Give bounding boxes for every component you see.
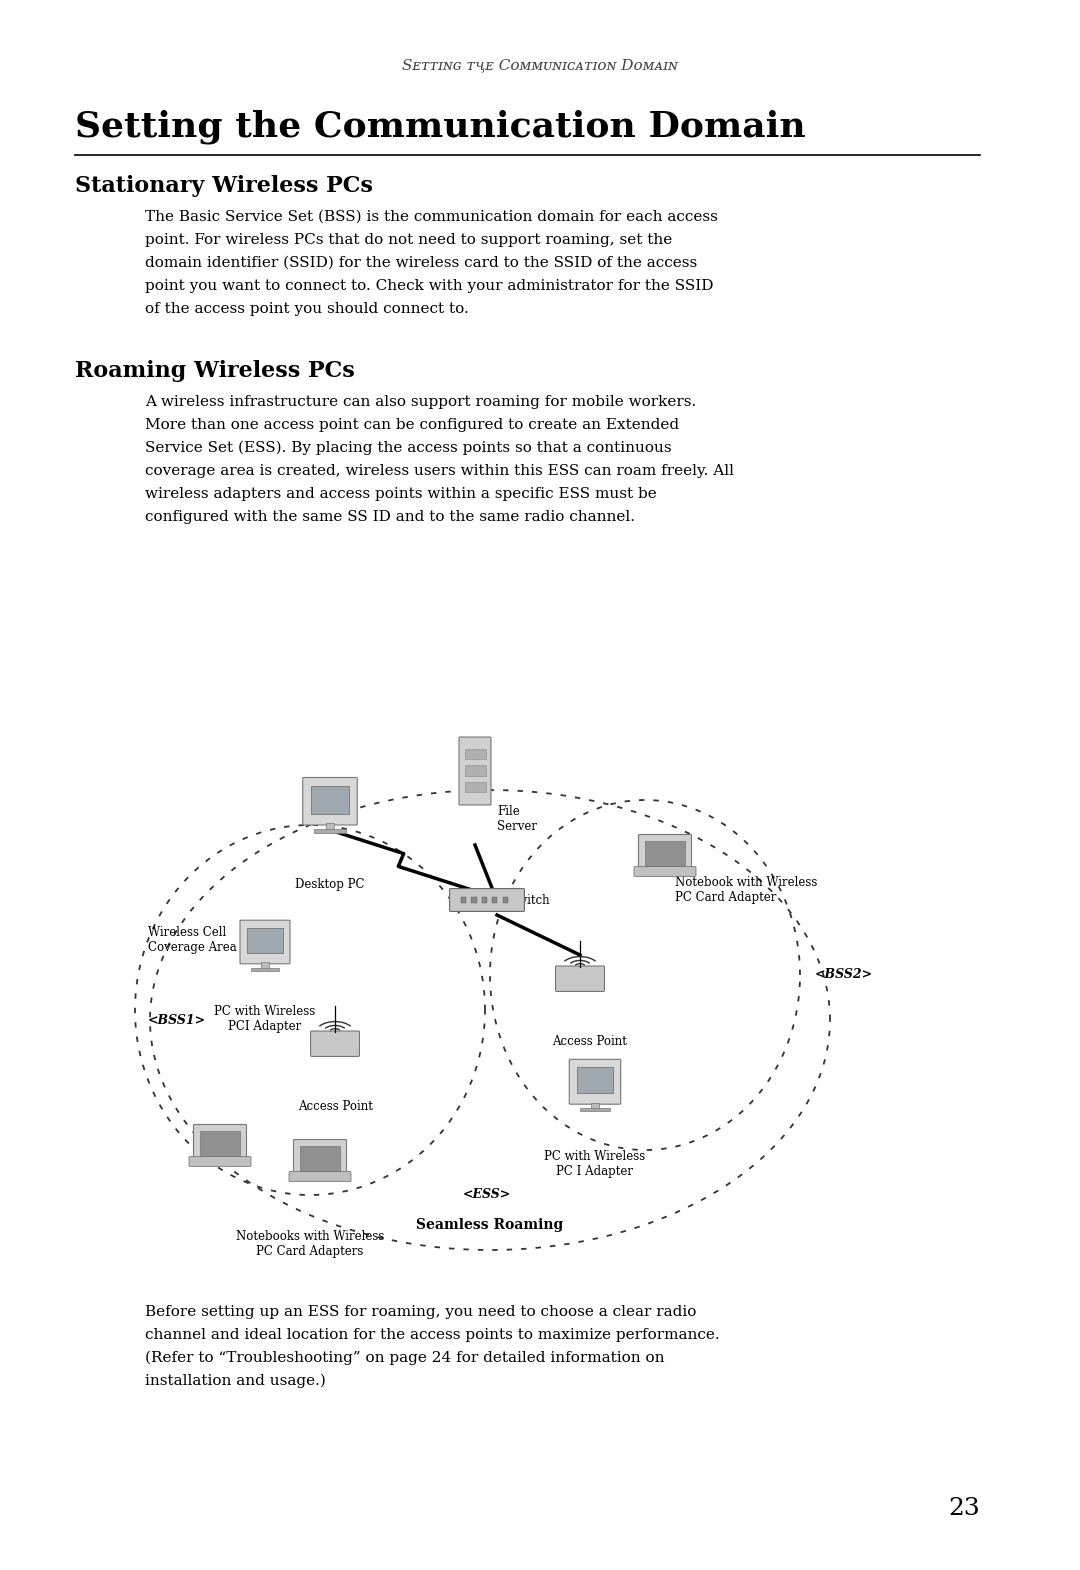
Bar — [251, 967, 280, 970]
FancyBboxPatch shape — [193, 1124, 246, 1160]
Bar — [326, 823, 334, 831]
Bar — [314, 829, 346, 832]
FancyBboxPatch shape — [311, 1031, 360, 1057]
Text: Seamless Roaming: Seamless Roaming — [417, 1218, 564, 1232]
FancyBboxPatch shape — [555, 966, 605, 991]
Text: More than one access point can be configured to create an Extended: More than one access point can be config… — [145, 418, 679, 432]
Bar — [261, 962, 269, 969]
Text: A wireless infrastructure can also support roaming for mobile workers.: A wireless infrastructure can also suppo… — [145, 396, 697, 410]
Text: of the access point you should connect to.: of the access point you should connect t… — [145, 301, 469, 316]
Bar — [247, 928, 283, 953]
Text: Access Point: Access Point — [553, 1035, 627, 1049]
Text: wireless adapters and access points within a specific ESS must be: wireless adapters and access points with… — [145, 487, 657, 501]
Text: Access Point: Access Point — [298, 1101, 373, 1113]
Text: Service Set (ESS). By placing the access points so that a continuous: Service Set (ESS). By placing the access… — [145, 441, 672, 455]
Text: channel and ideal location for the access points to maximize performance.: channel and ideal location for the acces… — [145, 1328, 719, 1342]
Bar — [200, 1130, 241, 1156]
Text: Desktop PC: Desktop PC — [295, 878, 365, 892]
Text: Switch: Switch — [509, 893, 550, 906]
Text: 23: 23 — [948, 1498, 980, 1520]
FancyBboxPatch shape — [240, 920, 291, 964]
Text: coverage area is created, wireless users within this ESS can roam freely. All: coverage area is created, wireless users… — [145, 465, 734, 477]
Bar — [645, 842, 686, 865]
FancyBboxPatch shape — [302, 777, 357, 824]
Bar — [591, 1102, 599, 1110]
Text: Notebook with Wireless
PC Card Adapter: Notebook with Wireless PC Card Adapter — [675, 876, 818, 904]
Bar — [464, 765, 486, 776]
FancyBboxPatch shape — [634, 867, 696, 876]
Text: Before setting up an ESS for roaming, you need to choose a clear radio: Before setting up an ESS for roaming, yo… — [145, 1305, 697, 1319]
Text: point you want to connect to. Check with your administrator for the SSID: point you want to connect to. Check with… — [145, 279, 714, 294]
Text: Stationary Wireless PCs: Stationary Wireless PCs — [75, 174, 373, 196]
Text: PC with Wireless
PCI Adapter: PC with Wireless PCI Adapter — [214, 1005, 315, 1033]
Text: Sᴇᴛᴛɪɴɢ ᴛҷᴇ Cᴏᴍᴍᴜɴɪᴄᴀᴛɪᴏɴ Dᴏᴍᴀɪɴ: Sᴇᴛᴛɪɴɢ ᴛҷᴇ Cᴏᴍᴍᴜɴɪᴄᴀᴛɪᴏɴ Dᴏᴍᴀɪɴ — [402, 58, 678, 72]
FancyBboxPatch shape — [638, 835, 691, 870]
Text: Notebooks with Wireless
PC Card Adapters: Notebooks with Wireless PC Card Adapters — [235, 1229, 384, 1258]
Bar — [577, 1068, 613, 1093]
Bar — [461, 896, 467, 903]
Text: <BSS2>: <BSS2> — [815, 969, 873, 981]
FancyBboxPatch shape — [569, 1060, 621, 1104]
Bar — [580, 1108, 610, 1112]
FancyBboxPatch shape — [189, 1157, 251, 1167]
FancyBboxPatch shape — [459, 736, 491, 805]
Text: configured with the same SS ID and to the same radio channel.: configured with the same SS ID and to th… — [145, 510, 635, 524]
Text: File
Server: File Server — [497, 805, 537, 834]
Bar — [471, 896, 476, 903]
Bar — [492, 896, 498, 903]
Text: PC with Wireless
PC I Adapter: PC with Wireless PC I Adapter — [544, 1149, 646, 1178]
Text: point. For wireless PCs that do not need to support roaming, set the: point. For wireless PCs that do not need… — [145, 232, 672, 246]
Bar — [299, 1146, 340, 1171]
FancyBboxPatch shape — [294, 1140, 347, 1174]
Text: domain identifier (SSID) for the wireless card to the SSID of the access: domain identifier (SSID) for the wireles… — [145, 256, 698, 270]
Bar — [464, 782, 486, 791]
Text: Roaming Wireless PCs: Roaming Wireless PCs — [75, 360, 354, 382]
Text: <BSS1>: <BSS1> — [148, 1014, 206, 1027]
Text: (Refer to “Troubleshooting” on page 24 for detailed information on: (Refer to “Troubleshooting” on page 24 f… — [145, 1352, 664, 1366]
Text: Setting the Communication Domain: Setting the Communication Domain — [75, 110, 806, 144]
Bar — [311, 785, 349, 813]
FancyBboxPatch shape — [449, 889, 525, 912]
Bar — [482, 896, 487, 903]
Bar — [464, 749, 486, 758]
Text: Wireless Cell
Coverage Area: Wireless Cell Coverage Area — [148, 926, 237, 955]
Text: <ESS>: <ESS> — [463, 1188, 511, 1201]
Bar — [502, 896, 508, 903]
FancyBboxPatch shape — [289, 1171, 351, 1181]
Text: The Basic Service Set (BSS) is the communication domain for each access: The Basic Service Set (BSS) is the commu… — [145, 210, 718, 225]
Text: installation and usage.): installation and usage.) — [145, 1374, 326, 1388]
